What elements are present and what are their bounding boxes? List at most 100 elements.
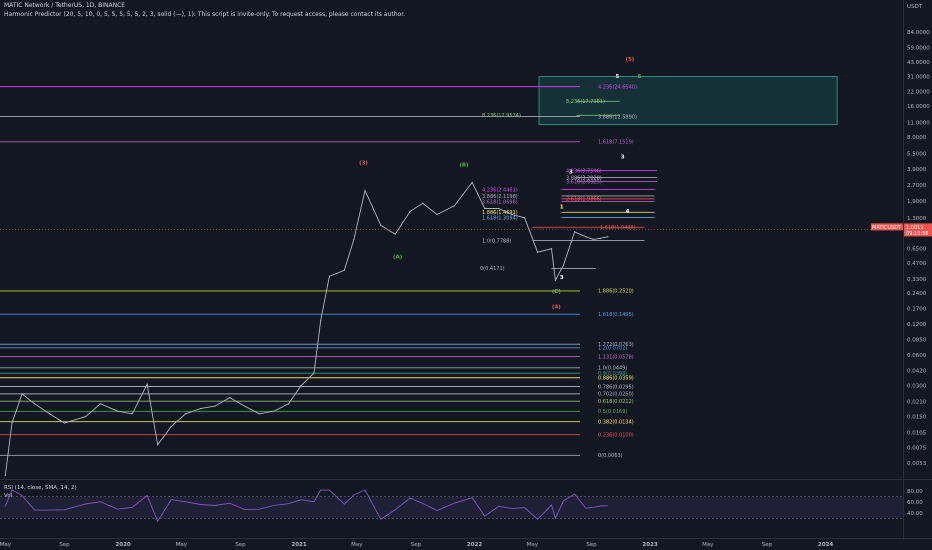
price-point: [34, 403, 36, 405]
price-point: [287, 403, 290, 405]
fib-level-label: 1.2(0.0702): [598, 346, 627, 352]
price-tick-label: 22.0000: [907, 90, 930, 96]
wave-label: 5: [615, 74, 619, 80]
wave-label: 3: [569, 170, 573, 176]
price-tick-label: 2.7000: [907, 183, 927, 189]
price-tick-label: 16.0000: [907, 104, 930, 110]
price-tick-label: 0.0850: [907, 337, 927, 343]
price-point: [550, 248, 553, 250]
time-tick-label: May: [527, 542, 539, 548]
price-point: [199, 407, 202, 410]
price-point: [313, 372, 315, 374]
time-tick-label: 2024: [818, 542, 833, 548]
rsi-title: RSI (14, close, SMA, 14, 2): [4, 485, 77, 491]
wave-label: (5): [625, 57, 634, 63]
price-point: [436, 213, 438, 216]
symbol-tag: [871, 223, 903, 231]
indicator-title: Harmonic Predictor (20, 5, 10, 0, 5, 5, …: [4, 11, 406, 18]
price-point: [343, 269, 345, 271]
price-point: [4, 474, 6, 477]
price-tick-label: 0.0420: [907, 369, 927, 375]
fib-level-label: 1.131(0.0578): [598, 354, 634, 360]
last-price-countdown: 09:15:56: [906, 231, 928, 237]
time-tick-label: 2022: [467, 542, 482, 548]
price-tick-label: 0.0053: [907, 461, 927, 467]
price-tick-label: 0.0075: [907, 446, 927, 452]
price-point: [585, 236, 587, 238]
price-point: [99, 403, 102, 405]
price-tick-label: 0.0210: [907, 400, 927, 406]
price-tick-label: 0.6500: [907, 247, 927, 253]
currency-label: USDT: [907, 4, 923, 10]
price-point: [214, 405, 216, 407]
time-tick-label: May: [351, 542, 363, 548]
price-point: [63, 422, 66, 424]
price-point: [328, 275, 330, 277]
vol-label: Vol: [4, 493, 13, 499]
price-tick-label: 0.1200: [907, 322, 927, 328]
fib-level-label: 3.618(1.8698): [482, 199, 518, 205]
time-tick-label: 2023: [642, 542, 657, 548]
price-point: [21, 393, 23, 395]
price-tick-label: 31.0000: [907, 74, 930, 80]
price-tick-label: 0.0150: [907, 415, 927, 421]
price-tick-label: 3.9000: [907, 167, 927, 173]
fib-level-label: 0.886(0.0359): [598, 376, 634, 382]
last-price-badge: [904, 223, 932, 237]
rsi-tick-label: 80.00: [907, 489, 923, 495]
fib-level-label: 1.618(0.1495): [598, 312, 634, 318]
fib-level-label: 1.618(7.1519): [598, 140, 634, 146]
time-tick-label: May: [702, 542, 714, 548]
time-tick-label: May: [0, 542, 12, 548]
fib-level-label: 1.0(0.7788): [482, 238, 511, 244]
fib-level-label: 0.9(0.0398): [598, 371, 627, 377]
rsi-tick-label: 60.00: [907, 500, 923, 506]
price-point: [573, 231, 576, 233]
wave-label: 1: [560, 205, 564, 211]
price-point: [554, 279, 556, 281]
fib-level-label: 3.886(12.5890): [598, 114, 637, 120]
price-point: [170, 425, 172, 428]
price-tick-label: 0.2400: [907, 291, 927, 297]
price-point: [48, 413, 51, 415]
price-tick-label: 0.0105: [907, 431, 927, 437]
price-tick-label: 8.0000: [907, 135, 927, 141]
fib-level-label: 1.0(0.0449): [598, 366, 627, 372]
symbol-title: MATIC Network / TetherUS, 1D, BINANCE: [4, 2, 126, 9]
price-point: [536, 251, 539, 253]
fib-level-label: 0.786(0.0295): [598, 384, 634, 390]
price-tick-label: 0.4700: [907, 261, 927, 267]
fib-level-label: 8.236(17.7381): [566, 99, 605, 105]
wave-label: (4): [552, 304, 561, 310]
price-tick-label: 0.3300: [907, 277, 927, 283]
fib-level-label: 3.618(2.9325): [566, 179, 602, 185]
price-point: [116, 410, 118, 412]
price-tick-label: 1.3000: [907, 216, 927, 222]
time-tick-label: Sep: [586, 542, 597, 548]
price-point: [511, 213, 513, 216]
wave-label: 3: [560, 275, 564, 281]
price-point: [185, 413, 187, 415]
rsi-band: [0, 496, 903, 519]
fib-level-label: 0.236(0.0100): [598, 433, 634, 439]
price-tick-label: 0.0600: [907, 353, 927, 359]
price-tick-label: 59.0000: [907, 46, 930, 52]
price-point: [157, 444, 159, 446]
time-tick-label: Sep: [235, 542, 246, 548]
price-point: [523, 217, 526, 219]
price-tick-label: 43.0000: [907, 60, 930, 66]
price-point: [498, 207, 500, 210]
fib-level-label: 1.618(1.3094): [482, 215, 518, 221]
rsi-line: [4, 489, 608, 523]
price-point: [229, 396, 231, 399]
wave-label: 4: [626, 209, 630, 215]
price-point: [380, 224, 382, 226]
time-tick-label: Sep: [762, 542, 773, 548]
fib-level-label: 4.236(3.7506): [566, 168, 602, 174]
price-point: [607, 236, 609, 238]
price-point: [453, 205, 455, 207]
price-tick-label: 1.9000: [907, 199, 927, 205]
price-point: [273, 410, 275, 412]
price-tick-label: 11.0000: [907, 121, 930, 127]
